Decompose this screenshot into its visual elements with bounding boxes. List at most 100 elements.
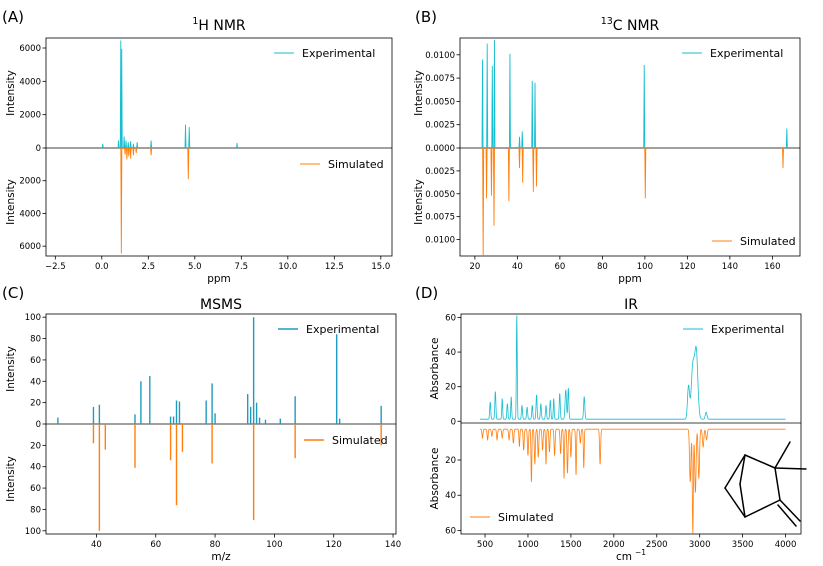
y-tick-label: 60 — [30, 356, 41, 366]
y-tick-label: 40 — [30, 377, 41, 387]
y-tick-label: 0 — [36, 420, 41, 430]
x-tick-label: 10.0 — [278, 262, 297, 272]
simulated-peak — [150, 147, 153, 156]
bond — [779, 499, 801, 522]
experimental-peak — [236, 142, 239, 149]
x-tick-label: 0.0 — [95, 262, 109, 272]
experimental-peak — [184, 124, 187, 149]
experimental-peak — [534, 82, 536, 149]
simulated-peak — [518, 147, 521, 169]
x-tick-label: 60 — [554, 262, 565, 272]
y-tick-label: 40 — [445, 348, 456, 358]
y-tick-label: 60 — [445, 526, 456, 536]
series-group — [101, 40, 239, 254]
y-tick-label: 4000 — [19, 209, 41, 219]
experimental-peak — [521, 131, 524, 149]
experimental-peak — [136, 142, 139, 149]
experimental-peak — [120, 48, 123, 149]
y-tick-label: 0.0025 — [425, 167, 455, 177]
simulated-peak — [482, 147, 485, 256]
axes-frame — [45, 37, 393, 257]
experimental-peak — [518, 136, 521, 149]
y-tick-label: 20 — [30, 441, 41, 451]
x-tick-label: 40 — [512, 262, 523, 272]
panel-label: (A) — [2, 8, 24, 26]
simulated-peak — [124, 147, 127, 155]
experimental-peak — [493, 39, 496, 149]
y-tick-label: 0.0075 — [425, 213, 455, 223]
simulated-peak — [120, 147, 123, 254]
simulated-peak — [135, 147, 138, 153]
bond — [744, 454, 776, 469]
y-axis-label-bottom: Intensity — [5, 179, 17, 225]
x-tick-label: 1500 — [560, 540, 582, 550]
y-tick-label: 80 — [30, 505, 41, 515]
x-axis-label-text: m/z — [211, 551, 231, 563]
experimental-peak — [508, 53, 511, 149]
chart-title: 13C NMR — [601, 16, 660, 34]
x-tick-label: 5.0 — [188, 262, 202, 272]
x-axis-label-text: ppm — [618, 273, 642, 285]
simulated-peak — [535, 147, 538, 187]
experimental-peak — [188, 127, 191, 149]
simulated-peak — [125, 147, 128, 160]
x-tick-label: 15.0 — [371, 262, 390, 272]
experimental-peak — [481, 59, 484, 149]
x-tick-label: 60 — [150, 540, 161, 550]
panel-0: (A) 1H NMR −2.5 0.0 2.5 5.0 7.5 10.0 12.5 15.0 0 20… — [2, 8, 393, 285]
simulated-peak — [782, 147, 784, 169]
y-tick-label: 0.0025 — [425, 121, 455, 131]
y-tick-label: 2000 — [19, 177, 41, 187]
title-superscript: 13 — [601, 16, 613, 27]
x-tick-label: 3500 — [732, 540, 754, 550]
y-tick-label: 100 — [25, 527, 41, 537]
simulated-peak — [493, 147, 495, 226]
experimental-peak — [491, 65, 494, 149]
x-tick-label: 12.5 — [325, 262, 344, 272]
legend-label: Simulated — [740, 235, 796, 248]
x-axis-label-text: ppm — [207, 273, 231, 285]
y-axis-label-bottom: Intensity — [5, 456, 17, 502]
x-axis-label: cm −1 — [616, 548, 646, 563]
y-tick-label: 6000 — [19, 242, 41, 252]
bond — [744, 499, 781, 518]
y-axis-label-bottom: Absorbance — [429, 447, 441, 509]
bond — [724, 487, 746, 518]
simulated-line — [479, 428, 786, 534]
y-tick-label: 20 — [445, 383, 456, 393]
y-tick-label: 6000 — [19, 44, 41, 54]
x-tick-label: 160 — [764, 262, 780, 272]
simulated-peak — [521, 147, 524, 183]
simulated-peak — [187, 147, 190, 180]
x-tick-label: 80 — [210, 540, 221, 550]
axes-frame — [460, 313, 802, 535]
panel-label: (C) — [2, 284, 24, 302]
double-bond — [777, 504, 797, 527]
simulated-peak — [644, 147, 647, 199]
title-superscript: 1 — [192, 16, 198, 27]
experimental-peak — [643, 65, 646, 149]
x-tick-label: 20 — [469, 262, 480, 272]
y-tick-label: 2000 — [19, 111, 41, 121]
y-tick-label: 40 — [445, 491, 456, 501]
bond — [774, 467, 807, 470]
bond — [724, 454, 746, 489]
x-tick-label: 140 — [722, 262, 738, 272]
title-text: H NMR — [198, 18, 246, 34]
legend-label: Simulated — [328, 158, 384, 171]
y-tick-label: 100 — [25, 313, 41, 323]
x-tick-label: 2500 — [646, 540, 668, 550]
legend-label: Experimental — [306, 323, 379, 336]
y-axis-label-top: Absorbance — [429, 337, 441, 399]
y-tick-label: 4000 — [19, 77, 41, 87]
x-tick-label: 500 — [477, 540, 493, 550]
chart-title: MSMS — [200, 297, 242, 313]
legend-label: Simulated — [332, 434, 388, 447]
x-tick-label: 40 — [91, 540, 102, 550]
experimental-peak — [132, 143, 135, 149]
x-tick-label: 120 — [679, 262, 695, 272]
y-axis-label-top: Intensity — [413, 70, 425, 116]
legend-label: Simulated — [498, 511, 554, 524]
series-group — [57, 317, 382, 531]
